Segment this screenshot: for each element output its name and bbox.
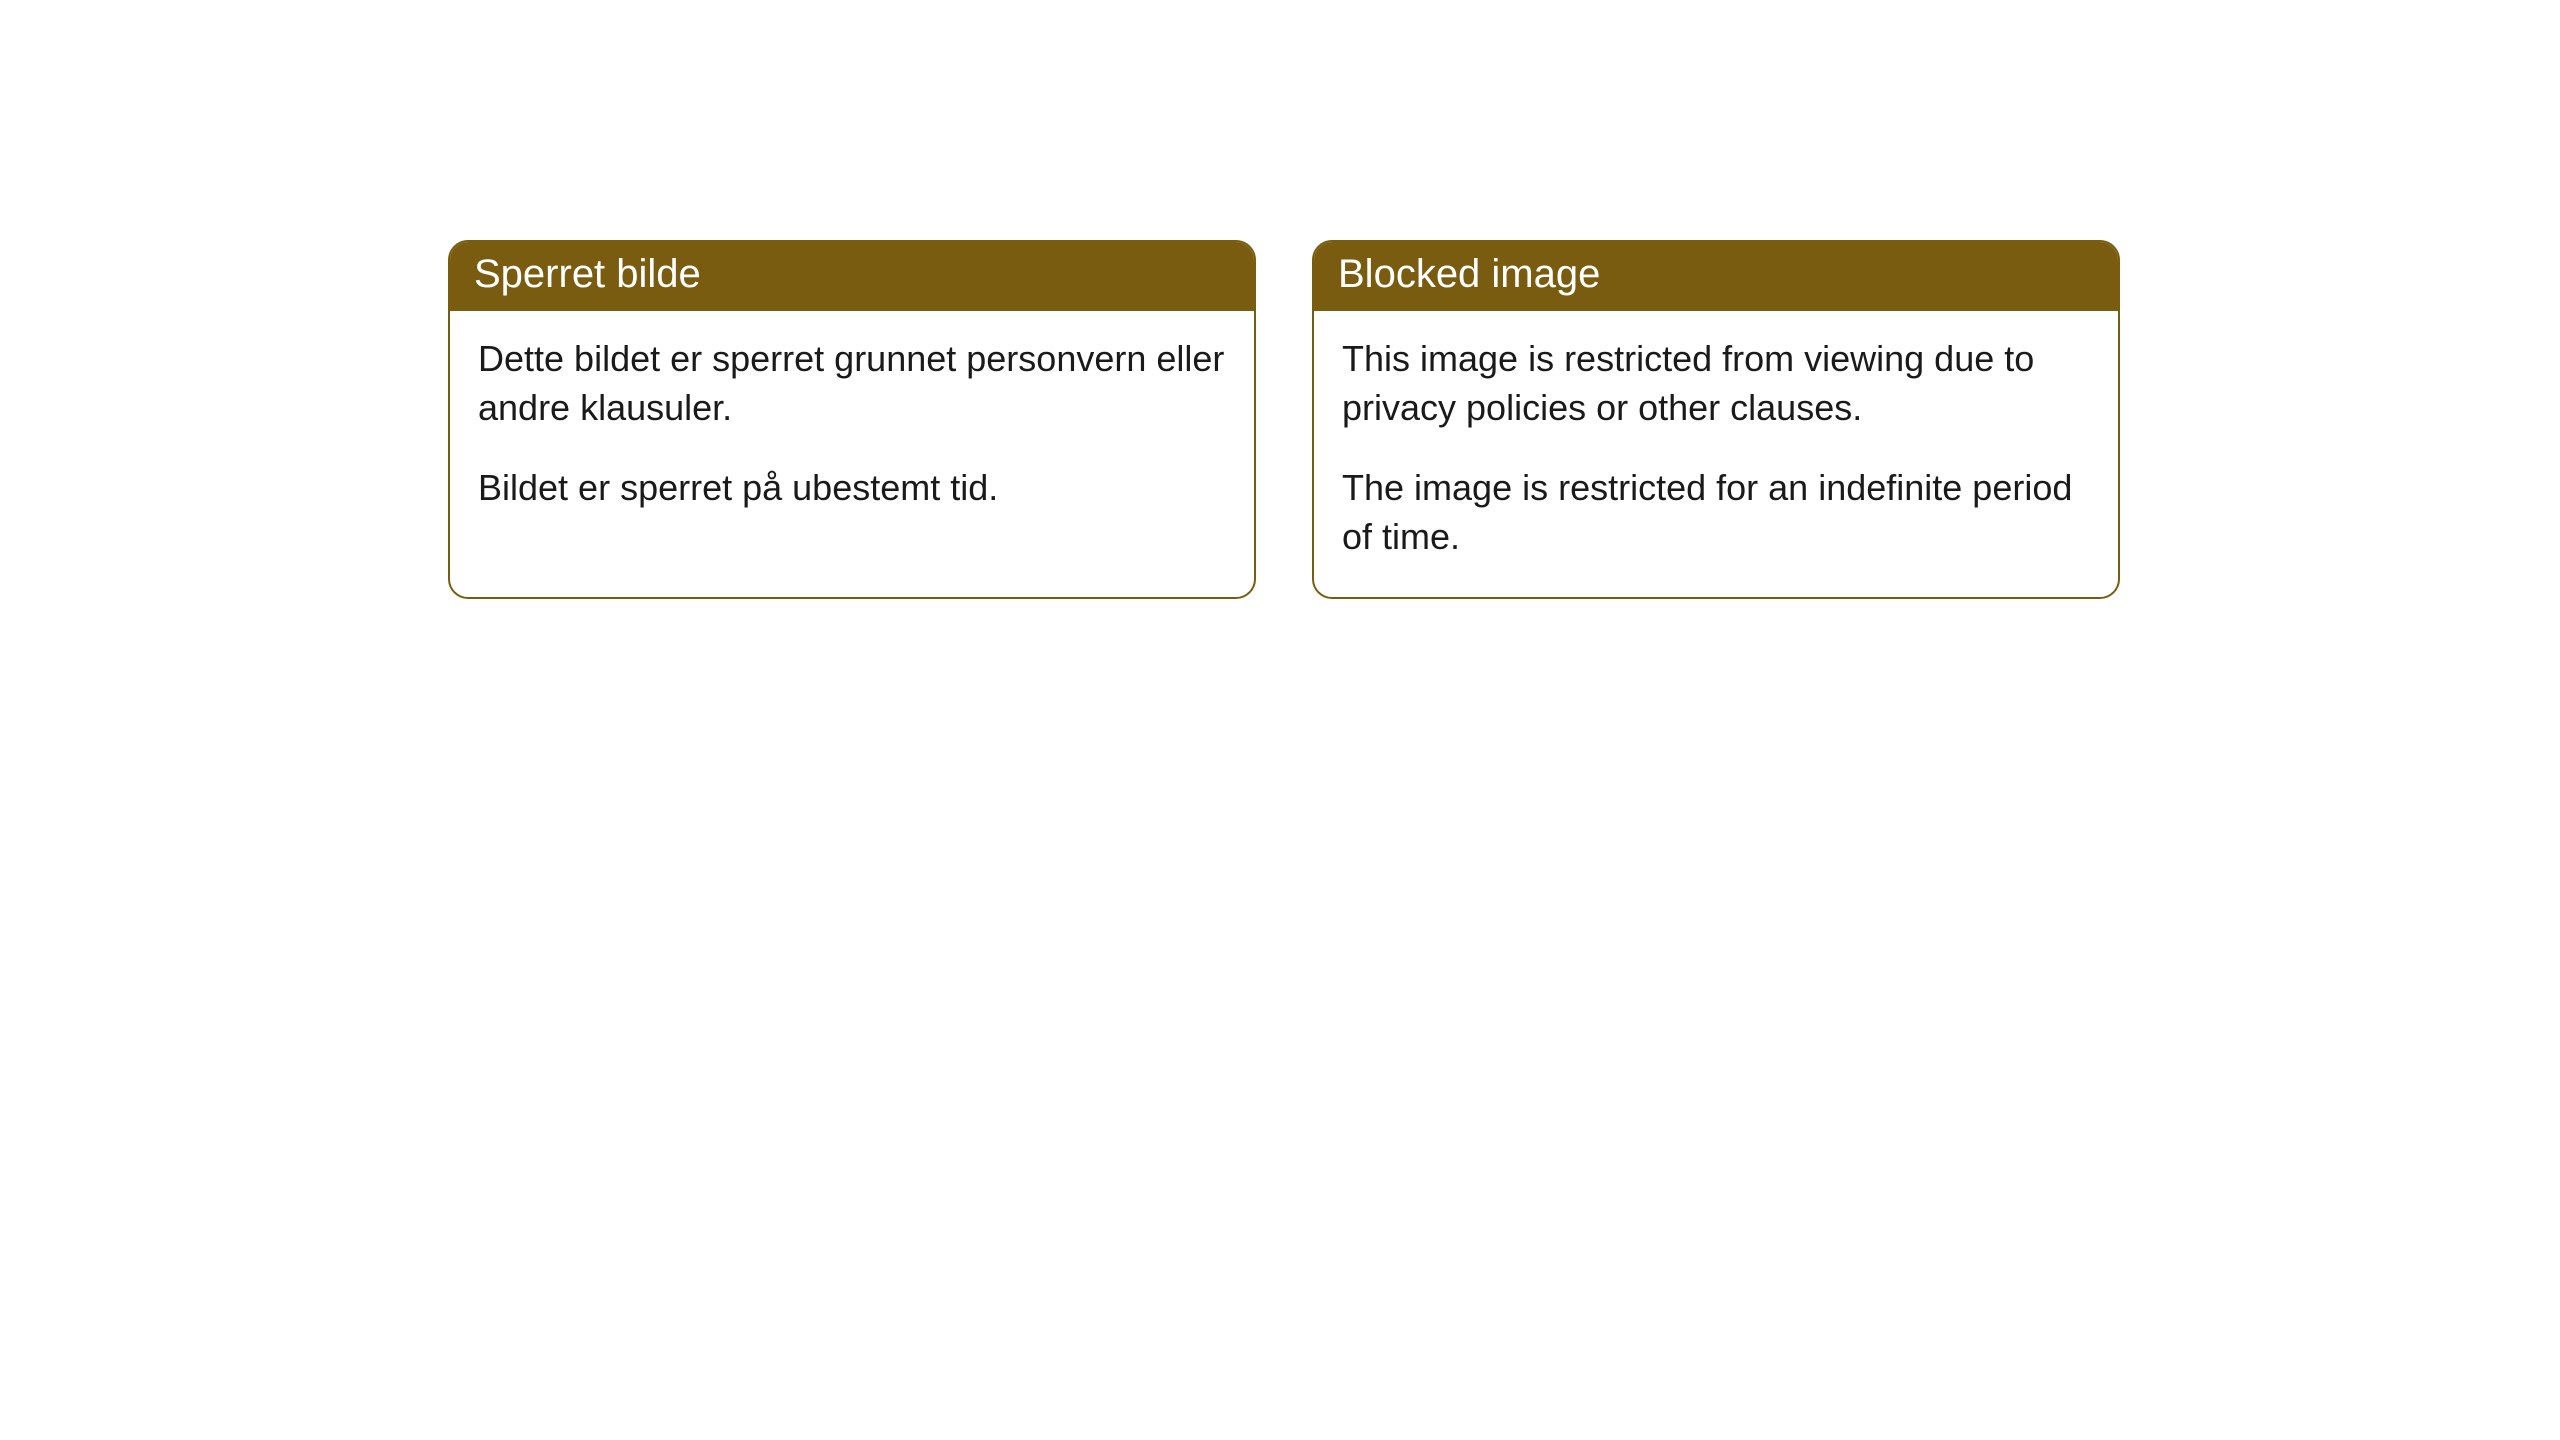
card-title: Blocked image <box>1314 242 2118 311</box>
card-paragraph: This image is restricted from viewing du… <box>1342 335 2090 432</box>
card-paragraph: Dette bildet er sperret grunnet personve… <box>478 335 1226 432</box>
notice-cards-container: Sperret bilde Dette bildet er sperret gr… <box>448 240 2120 599</box>
notice-card-english: Blocked image This image is restricted f… <box>1312 240 2120 599</box>
card-body: Dette bildet er sperret grunnet personve… <box>450 311 1254 549</box>
card-title: Sperret bilde <box>450 242 1254 311</box>
card-paragraph: Bildet er sperret på ubestemt tid. <box>478 464 1226 513</box>
notice-card-norwegian: Sperret bilde Dette bildet er sperret gr… <box>448 240 1256 599</box>
card-body: This image is restricted from viewing du… <box>1314 311 2118 597</box>
card-paragraph: The image is restricted for an indefinit… <box>1342 464 2090 561</box>
